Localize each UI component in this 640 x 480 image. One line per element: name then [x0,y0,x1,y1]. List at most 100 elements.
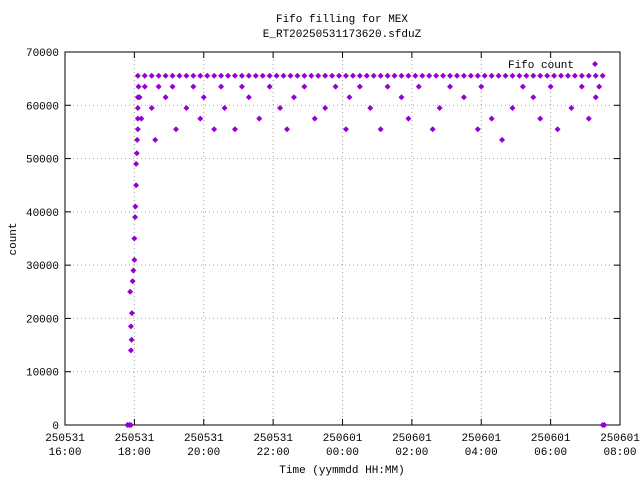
point [499,136,506,143]
y-tick-label: 40000 [26,208,59,220]
point [585,72,592,79]
point [190,83,197,90]
point [342,72,349,79]
y-tick-label: 30000 [26,261,59,273]
point [176,72,183,79]
point [433,72,440,79]
point [132,214,139,221]
point [544,72,551,79]
point [547,83,554,90]
point [405,72,412,79]
y-tick-label: 0 [52,421,59,433]
point [516,72,523,79]
point [197,72,204,79]
point [537,72,544,79]
x-tick-label: 250601 04:00 [461,433,501,459]
point [447,83,454,90]
point [130,267,137,274]
point [488,115,495,122]
point [225,72,232,79]
point [183,72,190,79]
point [537,115,544,122]
point [162,94,169,101]
point [131,256,138,263]
point [218,72,225,79]
point [596,83,603,90]
point [426,72,433,79]
point [460,94,467,101]
x-tick-label: 250601 00:00 [323,433,363,459]
point [231,72,238,79]
point [495,72,502,79]
x-tick-label: 250601 02:00 [392,433,432,459]
point [134,126,141,133]
point [218,83,225,90]
point [405,115,412,122]
point [391,72,398,79]
point [133,182,140,189]
point [509,72,516,79]
x-tick-label: 250601 06:00 [531,433,571,459]
point [332,83,339,90]
point [467,72,474,79]
point [356,83,363,90]
point [384,83,391,90]
point [155,83,162,90]
point [301,83,308,90]
point [592,94,599,101]
point [519,83,526,90]
point [377,126,384,133]
point [377,72,384,79]
point [601,422,608,428]
legend-label: Fifo count [508,60,574,72]
point [136,94,143,101]
x-axis-label: Time (yymmdd HH:MM) [279,465,404,477]
point [336,72,343,79]
point [346,94,353,101]
point [204,72,211,79]
x-tick-label: 250531 16:00 [45,433,85,459]
point [221,104,228,111]
point [453,72,460,79]
point [134,115,141,122]
point [478,83,485,90]
point [502,72,509,79]
point [127,323,134,330]
y-tick-label: 50000 [26,155,59,167]
point [509,104,516,111]
point [133,150,140,157]
point [266,83,273,90]
point [474,72,481,79]
point [245,72,252,79]
point [568,104,575,111]
point [440,72,447,79]
point [571,72,578,79]
point [558,72,565,79]
point [169,72,176,79]
point [141,83,148,90]
point [530,94,537,101]
point [284,126,290,133]
point [134,136,141,143]
point [245,94,252,101]
point [356,72,363,79]
point [280,72,287,79]
point [349,72,356,79]
point [238,72,245,79]
x-tick-label: 250531 22:00 [253,433,293,459]
point [474,126,481,133]
point [367,104,374,111]
y-tick-label: 70000 [26,48,59,60]
y-tick-label: 10000 [26,368,59,380]
point [287,72,294,79]
point [200,94,207,101]
point [578,83,585,90]
point [419,72,426,79]
point [415,83,422,90]
point [128,336,135,343]
point [523,72,530,79]
point [152,136,159,143]
point [329,72,336,79]
point [308,72,315,79]
